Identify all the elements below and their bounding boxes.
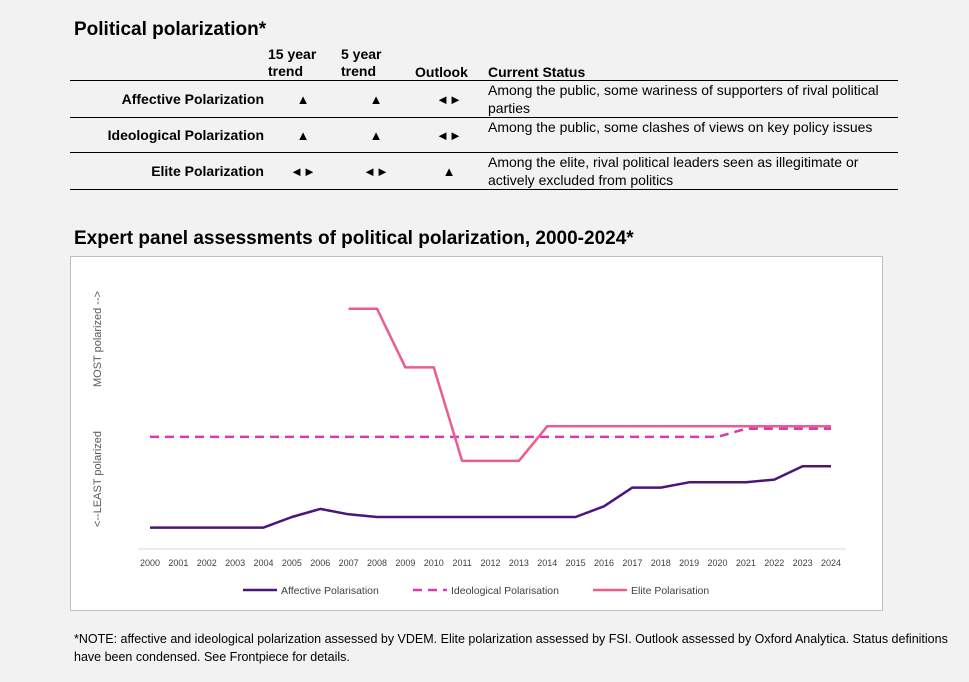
table-title: Political polarization* bbox=[74, 19, 267, 40]
chart-area: MOST polarized --> <--LEAST polarized 20… bbox=[70, 256, 883, 611]
trend5-elite: ◄► bbox=[363, 164, 389, 179]
x-tick-label: 2005 bbox=[282, 558, 302, 568]
status-ideological: Among the public, some clashes of views … bbox=[488, 119, 873, 135]
table-rule bbox=[70, 152, 898, 153]
header-outlook: Outlook bbox=[415, 64, 468, 80]
x-tick-label: 2017 bbox=[622, 558, 642, 568]
x-tick-label: 2000 bbox=[140, 558, 160, 568]
x-tick-label: 2013 bbox=[509, 558, 529, 568]
x-tick-label: 2015 bbox=[566, 558, 586, 568]
x-tick-label: 2020 bbox=[707, 558, 727, 568]
header-current-status: Current Status bbox=[488, 64, 586, 80]
trend15-ideological: ▲ bbox=[296, 128, 310, 143]
x-tick-label: 2004 bbox=[253, 558, 273, 568]
row-label-elite: Elite Polarization bbox=[151, 163, 264, 179]
x-tick-label: 2019 bbox=[679, 558, 699, 568]
legend-label: Affective Polarisation bbox=[281, 585, 379, 597]
x-tick-label: 2011 bbox=[452, 558, 471, 568]
x-tick-label: 2009 bbox=[395, 558, 415, 568]
series-line-affective-polarisation bbox=[150, 464, 831, 529]
y-axis-label-top: MOST polarized --> bbox=[92, 291, 104, 387]
x-tick-label: 2003 bbox=[225, 558, 245, 568]
outlook-affective: ◄► bbox=[436, 92, 462, 107]
trend5-ideological: ▲ bbox=[369, 128, 383, 143]
trend5-affective: ▲ bbox=[369, 92, 383, 107]
line-chart: MOST polarized --> <--LEAST polarized 20… bbox=[92, 291, 846, 597]
y-axis-label-bottom: <--LEAST polarized bbox=[92, 431, 104, 527]
row-label-affective: Affective Polarization bbox=[121, 91, 264, 107]
table-rule bbox=[70, 117, 898, 118]
outlook-ideological: ◄► bbox=[436, 128, 462, 143]
legend-label: Ideological Polarisation bbox=[451, 585, 559, 597]
legend-label: Elite Polarisation bbox=[631, 585, 709, 597]
x-tick-label: 2006 bbox=[310, 558, 330, 568]
status-affective: Among the public, some wariness of suppo… bbox=[488, 82, 879, 116]
trend15-affective: ▲ bbox=[296, 92, 310, 107]
x-tick-label: 2023 bbox=[793, 558, 813, 568]
x-tick-label: 2021 bbox=[736, 558, 756, 568]
row-label-ideological: Ideological Polarization bbox=[107, 127, 264, 143]
table-rule bbox=[70, 80, 898, 81]
status-elite: Among the elite, rival political leaders… bbox=[488, 154, 859, 188]
series-line-elite-polarisation bbox=[348, 307, 831, 463]
outlook-elite: ▲ bbox=[442, 164, 456, 179]
series-line-ideological-polarisation bbox=[150, 427, 831, 439]
x-tick-label: 2024 bbox=[821, 558, 841, 568]
x-tick-label: 2002 bbox=[197, 558, 217, 568]
x-tick-label: 2001 bbox=[168, 558, 188, 568]
trend15-elite: ◄► bbox=[290, 164, 316, 179]
x-tick-label: 2012 bbox=[480, 558, 500, 568]
chart-title: Expert panel assessments of political po… bbox=[74, 228, 634, 249]
table-rule bbox=[70, 189, 898, 190]
x-tick-label: 2018 bbox=[651, 558, 671, 568]
x-tick-label: 2010 bbox=[424, 558, 444, 568]
x-tick-label: 2016 bbox=[594, 558, 614, 568]
footnote: *NOTE: affective and ideological polariz… bbox=[74, 632, 948, 664]
x-tick-label: 2022 bbox=[764, 558, 784, 568]
x-tick-label: 2007 bbox=[339, 558, 359, 568]
x-tick-label: 2014 bbox=[537, 558, 557, 568]
header-5-year-trend: 5 year trend bbox=[341, 46, 382, 79]
x-tick-label: 2008 bbox=[367, 558, 387, 568]
header-15-year-trend: 15 year trend bbox=[268, 46, 317, 79]
